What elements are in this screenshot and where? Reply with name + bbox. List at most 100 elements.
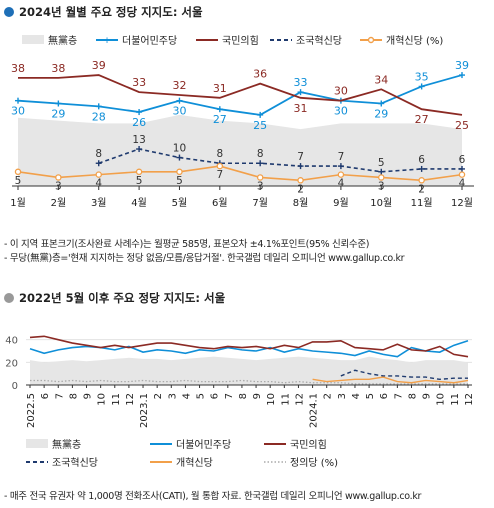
x-tick-label: 11 [450,393,461,406]
x-tick-label: 5 [365,393,376,399]
title-dot-icon [4,7,14,17]
legend-label-0: 無黨층 [52,438,81,451]
x-tick-label: 8 [407,393,418,399]
point-reform [378,174,385,181]
data-label-dem: 29 [51,108,65,121]
data-label-reform: 5 [136,175,143,187]
area-none [18,114,462,186]
x-tick-label: 7월 [252,197,268,209]
x-tick-label: 10 [436,393,447,406]
data-label-ppp: 38 [11,62,25,75]
x-tick-label: 12 [464,393,475,406]
top-note-2: - 무당(無黨)층='현재 지지하는 정당 없음/모름/응답거절'. 한국갤럽 … [4,253,405,264]
y-tick-label: 40 [5,336,18,347]
x-tick-label: 10 [266,393,277,406]
x-tick-label: 8 [68,393,79,399]
point-reform [256,174,264,181]
y-tick-label: 0 [12,381,18,392]
legend-marker-1: + [103,36,111,46]
data-label-ppp: 30 [334,85,348,98]
x-tick-label: 2 [153,393,164,399]
data-label-reform: 3 [257,180,264,192]
x-tick-label: 6월 [212,197,228,209]
legend-label-1: 더불어민주당 [122,35,177,47]
legend-label-3: 조국혁신당 [52,457,98,469]
data-label-reform: 5 [176,175,183,187]
legend-label-0: 無黨층 [48,34,77,47]
bottom-chart-title-text: 2022년 5월 이후 주요 정당 지지도: 서울 [19,291,226,305]
x-tick-label: 7 [54,393,65,399]
x-tick-label: 4 [181,393,192,399]
series-line-2 [29,335,469,358]
x-tick-label: 4월 [131,197,147,209]
x-tick-label: 3 [337,393,348,399]
x-tick-label: 11 [280,393,291,406]
top-chart: 無黨층 더불어민주당 + 국민의힘 조국혁신당 개혁신당 (%) 1월 2월 3월 4월 5월 6월 7… [10,34,474,209]
data-label-rebuild: 6 [459,154,466,166]
legend-label-2: 국민의힘 [222,35,259,47]
point-reform [14,168,22,176]
data-label-dem: 35 [415,70,429,83]
data-label-reform: 7 [216,169,223,181]
x-tick-label: 7 [224,393,235,399]
x-tick-label: 3 [167,393,178,399]
x-tick-label: 5월 [172,197,188,209]
data-label-rebuild: 7 [338,151,345,163]
legend-marker-4 [367,36,375,44]
data-label-dem: 28 [92,110,106,123]
legend-label-2: 국민의힘 [290,439,327,451]
x-tick-label: 2월 [51,197,67,209]
data-label-dem: 29 [374,108,388,121]
data-label-reform: 4 [459,178,466,190]
x-tick-label: 9 [83,393,94,399]
x-tick-label: 8 [238,393,249,399]
data-label-reform: 2 [297,183,304,195]
top-note-1: - 이 지역 표본크기(조사완료 사례수)는 월평균 585명, 표본오차 ±4… [4,239,370,250]
bottom-note: - 매주 전국 유권자 약 1,000명 전화조사(CATI), 월 통합 자료… [4,491,422,502]
legend-label-4: 개혁신당 (%) [386,35,443,47]
series-line-3 [340,369,468,381]
data-label-dem: 39 [455,59,469,72]
point-reform [337,171,345,178]
series-line-2 [18,74,463,116]
data-label-ppp: 32 [172,79,186,92]
legend-label-4: 개혁신당 [176,457,213,469]
series-line-4 [312,376,469,384]
point-reform [176,168,183,176]
x-tick-label: 2022.5 [26,393,37,428]
title-dot-icon [4,293,14,303]
x-tick-label: 5 [196,393,207,399]
x-tick-label: 10 [97,393,108,406]
data-label-dem: 30 [334,105,348,118]
x-tick-label: 2 [323,393,334,399]
data-label-rebuild: 13 [132,134,145,146]
data-label-dem: 25 [253,119,267,132]
series-line-3 [98,148,462,173]
data-label-ppp: 38 [51,62,65,75]
legend-label-1: 더불어민주당 [176,439,231,451]
data-label-rebuild: 5 [378,157,385,169]
point-reform [458,171,466,178]
data-label-ppp: 31 [294,102,308,115]
x-tick-label: 7 [393,393,404,399]
data-label-reform: 2 [418,183,425,195]
legend-swatch-0 [26,439,48,448]
x-tick-label: 1월 [10,197,26,209]
x-tick-label: 10월 [370,197,392,209]
bottom-chart-title: 2022년 5월 이후 주요 정당 지지도: 서울 [4,290,225,306]
x-tick-label: 6 [40,393,51,399]
data-label-reform: 4 [95,178,102,190]
data-label-dem: 26 [132,116,146,129]
legend-label-3: 조국혁신당 [296,35,342,47]
x-tick-label: 4 [351,393,362,399]
x-tick-label: 9 [422,393,433,399]
x-tick-label: 6 [379,393,390,399]
point-reform [418,177,425,184]
x-tick-label: 2023.1 [139,393,150,428]
legend-label-5: 정의당 (%) [290,457,338,469]
point-reform [297,177,304,184]
x-tick-label: 9월 [333,197,349,209]
data-label-rebuild: 8 [95,148,102,160]
data-label-ppp: 39 [92,59,106,72]
